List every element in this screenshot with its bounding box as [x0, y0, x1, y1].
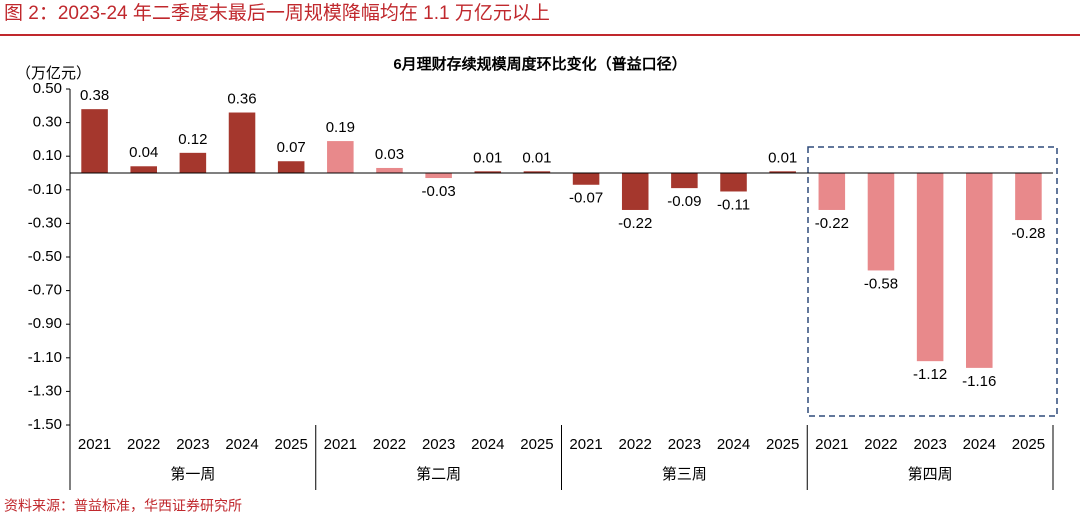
bar: [818, 173, 846, 210]
group-label: 第四周: [908, 465, 953, 483]
x-tick-label: 2022: [864, 436, 897, 453]
y-tick-label: -0.70: [28, 282, 62, 299]
figure-title: 图 2：2023-24 年二季度末最后一周规模降幅均在 1.1 万亿元以上: [4, 2, 550, 24]
bar: [130, 166, 157, 173]
x-tick-label: 2023: [668, 436, 701, 453]
y-tick-label: -1.10: [28, 349, 62, 366]
x-tick-label: 2021: [324, 436, 357, 453]
bar: [572, 173, 600, 185]
value-label: -0.28: [1011, 225, 1045, 242]
value-label: -1.16: [962, 373, 996, 390]
x-tick-label: 2021: [815, 436, 848, 453]
value-label: 0.12: [178, 131, 207, 148]
value-label: 0.01: [522, 149, 551, 166]
value-label: 0.01: [768, 149, 797, 166]
value-label: -0.03: [422, 183, 456, 200]
x-tick-label: 2025: [1012, 436, 1045, 453]
y-axis-label: （万亿元）: [16, 65, 91, 82]
y-tick-label: 0.10: [33, 147, 62, 164]
bar: [277, 161, 305, 173]
bar: [425, 173, 452, 179]
value-label: 0.03: [375, 146, 404, 163]
x-tick-label: 2025: [274, 436, 307, 453]
value-label: 0.01: [473, 149, 502, 166]
x-tick-label: 2024: [963, 436, 996, 453]
chart-title: 6月理财存续规模周度环比变化（普益口径）: [393, 55, 686, 73]
highlight-box: [807, 146, 1058, 417]
value-label: -0.09: [667, 193, 701, 210]
bar: [916, 173, 944, 362]
bar: [1015, 173, 1042, 221]
value-label: -0.58: [864, 275, 898, 292]
bar: [474, 171, 502, 173]
bar: [81, 109, 108, 173]
group-label: 第一周: [170, 465, 215, 483]
y-tick-label: 0.30: [33, 114, 62, 131]
bar: [376, 167, 403, 173]
bar: [621, 173, 649, 210]
bar: [769, 171, 796, 173]
x-tick-label: 2024: [225, 436, 258, 453]
x-tick-label: 2022: [127, 436, 160, 453]
y-tick-label: 0.50: [33, 80, 62, 97]
bar: [523, 171, 551, 173]
y-tick-label: -0.90: [28, 315, 62, 332]
x-tick-label: 2022: [373, 436, 406, 453]
y-tick-label: -0.50: [28, 248, 62, 265]
x-tick-label: 2021: [78, 436, 111, 453]
bar: [179, 152, 207, 173]
source-note: 资料来源：普益标准，华西证券研究所: [4, 498, 242, 514]
bar: [671, 173, 698, 189]
bar: [228, 112, 256, 173]
y-tick-label: -0.10: [28, 181, 62, 198]
value-label: -0.07: [569, 190, 603, 207]
value-label: 0.19: [326, 119, 355, 136]
x-tick-label: 2022: [619, 436, 652, 453]
x-tick-label: 2025: [520, 436, 553, 453]
y-tick-label: -0.30: [28, 214, 62, 231]
y-tick-label: -1.50: [28, 416, 62, 433]
bar: [867, 173, 895, 271]
value-label: -0.11: [717, 196, 750, 213]
value-label: -1.12: [913, 366, 947, 383]
value-label: 0.04: [129, 144, 158, 161]
x-tick-label: 2023: [913, 436, 946, 453]
bar: [966, 173, 993, 368]
value-label: 0.36: [227, 90, 256, 107]
x-tick-label: 2023: [176, 436, 209, 453]
group-label: 第二周: [416, 465, 461, 483]
x-tick-label: 2021: [569, 436, 602, 453]
x-tick-label: 2024: [471, 436, 504, 453]
value-label: 0.38: [80, 87, 109, 104]
x-tick-label: 2024: [717, 436, 750, 453]
value-label: 0.07: [277, 139, 306, 156]
x-tick-label: 2025: [766, 436, 799, 453]
bar: [720, 173, 747, 192]
y-tick-label: -1.30: [28, 382, 62, 399]
bar: [327, 141, 354, 173]
value-label: -0.22: [618, 215, 652, 232]
value-label: -0.22: [815, 215, 849, 232]
x-tick-label: 2023: [422, 436, 455, 453]
group-label: 第三周: [662, 465, 707, 483]
